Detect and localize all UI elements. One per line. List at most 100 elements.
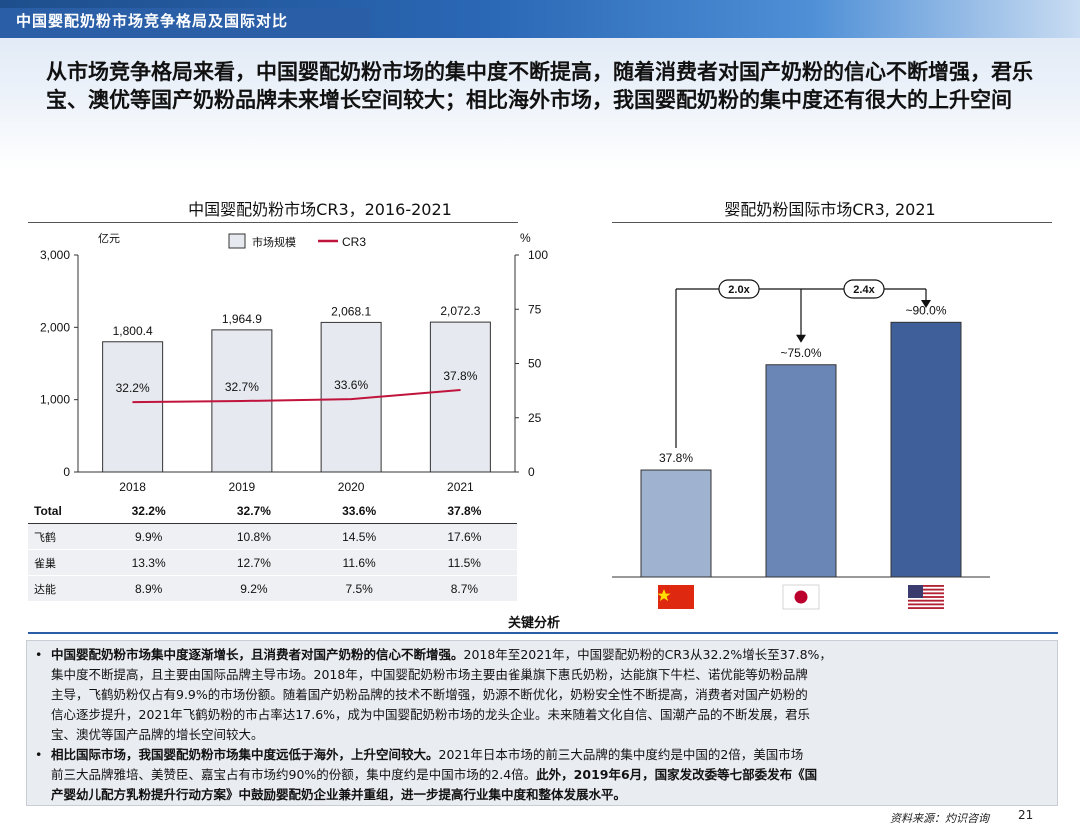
left-chart: 0 1,000 2,000 3,000 0 25 50 75 100 亿元 % 市场规模 CR3 1,80… xyxy=(40,231,548,494)
y2-tick-label: 75 xyxy=(528,302,542,316)
source-note: 资料来源：灼识咨询 xyxy=(890,812,989,825)
y2-tick-label: 25 xyxy=(528,411,542,425)
multiplier-badge xyxy=(843,279,885,299)
table-row-label: 飞鹤 xyxy=(28,523,96,550)
x-tick-label: 2018 xyxy=(119,480,146,494)
bullet-2-text: 2021年日本市场的前三大品牌的集中度约是中国的2倍，美国市场 xyxy=(438,747,804,762)
bullet-1-line-3: 主导，飞鹤奶粉仅占有9.9%的市场份额。随着国产奶粉品牌的技术不断增强，奶源不断… xyxy=(51,687,808,702)
bullet-1-line-5: 宝、澳优等国产品牌的增长空间较大。 xyxy=(51,727,264,742)
cr3-point xyxy=(132,401,134,403)
y2-tick-label: 0 xyxy=(528,465,535,479)
bullet-dot: • xyxy=(35,747,43,762)
bullet-dot: • xyxy=(35,647,43,662)
us-flag-stripe xyxy=(908,596,944,598)
bullet-1-bold: 中国婴配奶粉市场集中度逐渐增长，且消费者对国产奶粉的信心不断增强。 xyxy=(51,647,464,662)
cr3-value-label: 32.7% xyxy=(225,380,259,394)
key-analysis-rule xyxy=(28,632,1058,634)
table-cell: 37.8% xyxy=(411,498,517,524)
table-cell: 11.5% xyxy=(411,549,517,576)
bullet-1-line-2: 集中度不断提高，且主要由国际品牌主导市场。2018年，中国婴配奶粉市场主要由雀巢… xyxy=(51,667,808,682)
table-cell: 33.6% xyxy=(306,498,412,524)
bar-value-label: 1,800.4 xyxy=(113,324,153,338)
table-cell: 13.3% xyxy=(96,549,202,576)
us-flag-stripe xyxy=(908,592,944,595)
bar-cr3-2 xyxy=(890,321,962,578)
y-axis-unit: 亿元 xyxy=(98,232,120,245)
table-cell: 7.5% xyxy=(306,575,412,602)
header-bar xyxy=(0,0,1080,38)
bar-value-label: 37.8% xyxy=(659,451,693,465)
china-flag-star xyxy=(657,589,671,602)
y-tick-label: 1,000 xyxy=(40,393,70,407)
y2-tick-label: 100 xyxy=(528,248,548,262)
table-row-danone: 达能 8.9% 9.2% 7.5% 8.7% xyxy=(28,575,517,602)
cr3-value-label: 33.6% xyxy=(334,378,368,392)
arrow-japan xyxy=(796,334,806,343)
bullet-1-line-1: 中国婴配奶粉市场集中度逐渐增长，且消费者对国产奶粉的信心不断增强。2018年至2… xyxy=(51,645,1051,665)
bar-cr3-1 xyxy=(765,364,837,578)
table-row-label: Total xyxy=(28,498,96,524)
bullet-2-line-1: 相比国际市场，我国婴配奶粉市场集中度远低于海外，上升空间较大。2021年日本市场… xyxy=(51,745,1051,765)
us-flag-canton xyxy=(908,585,923,598)
cr3-point xyxy=(241,400,243,402)
y2-axis-unit: % xyxy=(520,231,531,245)
bullet-1-line-4: 信心逐步提升，2021年飞鹤奶粉的市占率达17.6%，成为中国婴配奶粉市场的龙头… xyxy=(51,707,811,722)
japan-flag-disc xyxy=(794,590,808,604)
table-cell: 8.9% xyxy=(96,575,202,602)
y-tick-label: 3,000 xyxy=(40,248,70,262)
cr3-value-label: 37.8% xyxy=(443,369,477,383)
table-row-label: 雀巢 xyxy=(28,549,96,576)
us-flag-stripe xyxy=(908,603,944,606)
legend-bar-label: 市场规模 xyxy=(252,235,296,249)
table-row-total: Total 32.2% 32.7% 33.6% 37.8% xyxy=(28,498,517,524)
bar-value-label: ~75.0% xyxy=(780,346,821,360)
left-chart-title: 中国婴配奶粉市场CR3，2016-2021 xyxy=(188,200,452,219)
table-cell: 12.7% xyxy=(201,549,307,576)
table-cell: 32.2% xyxy=(96,498,202,524)
bullet-2-text: 前三大品牌雅培、美赞臣、嘉宝占有市场约90%的份额，集中度约是中国市场的2.4倍… xyxy=(51,767,537,782)
right-title-rule xyxy=(612,222,1052,223)
cr3-point xyxy=(459,389,461,391)
table-cell: 14.5% xyxy=(306,523,412,550)
table-row-label: 达能 xyxy=(28,575,96,602)
us-flag-stripe xyxy=(908,599,944,602)
bar-market-size xyxy=(102,341,164,473)
multiplier-badge xyxy=(718,279,760,299)
page-number: 21 xyxy=(1018,808,1034,822)
analysis-box: • 中国婴配奶粉市场集中度逐渐增长，且消费者对国产奶粉的信心不断增强。2018年… xyxy=(26,640,1058,806)
table-cell: 8.7% xyxy=(411,575,517,602)
table-cell: 32.7% xyxy=(201,498,307,524)
right-chart-title: 婴配奶粉国际市场CR3, 2021 xyxy=(724,200,936,219)
cr3-point xyxy=(350,398,352,400)
bullet-2-bold: 相比国际市场，我国婴配奶粉市场集中度远低于海外，上升空间较大。 xyxy=(51,747,439,762)
table-cell: 11.6% xyxy=(306,549,412,576)
bar-value-label: 1,964.9 xyxy=(222,312,262,326)
cr3-value-label: 32.2% xyxy=(116,381,150,395)
bar-market-size xyxy=(429,321,491,473)
bullet-2-line-2: 前三大品牌雅培、美赞臣、嘉宝占有市场约90%的份额，集中度约是中国市场的2.4倍… xyxy=(51,765,1051,785)
us-flag-stripe xyxy=(908,585,944,587)
table-cell: 17.6% xyxy=(411,523,517,550)
table-row-nestle: 雀巢 13.3% 12.7% 11.6% 11.5% xyxy=(28,549,517,576)
bar-value-label: 2,068.1 xyxy=(331,304,371,318)
legend-line-label: CR3 xyxy=(342,235,366,249)
bullet-2-line-3: 产婴幼儿配方乳粉提升行动方案》中鼓励婴配奶企业兼并重组，进一步提高行业集中度和整… xyxy=(51,787,627,802)
x-tick-label: 2021 xyxy=(447,480,474,494)
multiplier-label: 2.4x xyxy=(853,284,875,296)
multiplier-label: 2.0x xyxy=(728,284,750,296)
key-analysis-title: 关键分析 xyxy=(508,616,561,631)
x-tick-label: 2019 xyxy=(229,480,256,494)
table-cell: 10.8% xyxy=(201,523,307,550)
bullet-1-text: 2018年至2021年，中国婴配奶粉的CR3从32.2%增长至37.8%， xyxy=(463,647,832,662)
y-tick-label: 0 xyxy=(63,465,70,479)
right-chart: 37.8% ~75.0% ~90.0% 2.0x 2.4x xyxy=(612,279,990,610)
headline: 从市场竞争格局来看，中国婴配奶粉市场的集中度不断提高，随着消费者对国产奶粉的信心… xyxy=(46,60,1033,112)
us-flag-stripe xyxy=(908,607,944,609)
table-row-feihe: 飞鹤 9.9% 10.8% 14.5% 17.6% xyxy=(28,523,517,550)
table-cell: 9.2% xyxy=(201,575,307,602)
bar-value-label: 2,072.3 xyxy=(440,304,480,318)
y-tick-label: 2,000 xyxy=(40,320,70,334)
y2-tick-label: 50 xyxy=(528,357,542,371)
bar-value-label: ~90.0% xyxy=(905,303,946,317)
header-title: 中国婴配奶粉市场竞争格局及国际对比 xyxy=(16,12,289,30)
